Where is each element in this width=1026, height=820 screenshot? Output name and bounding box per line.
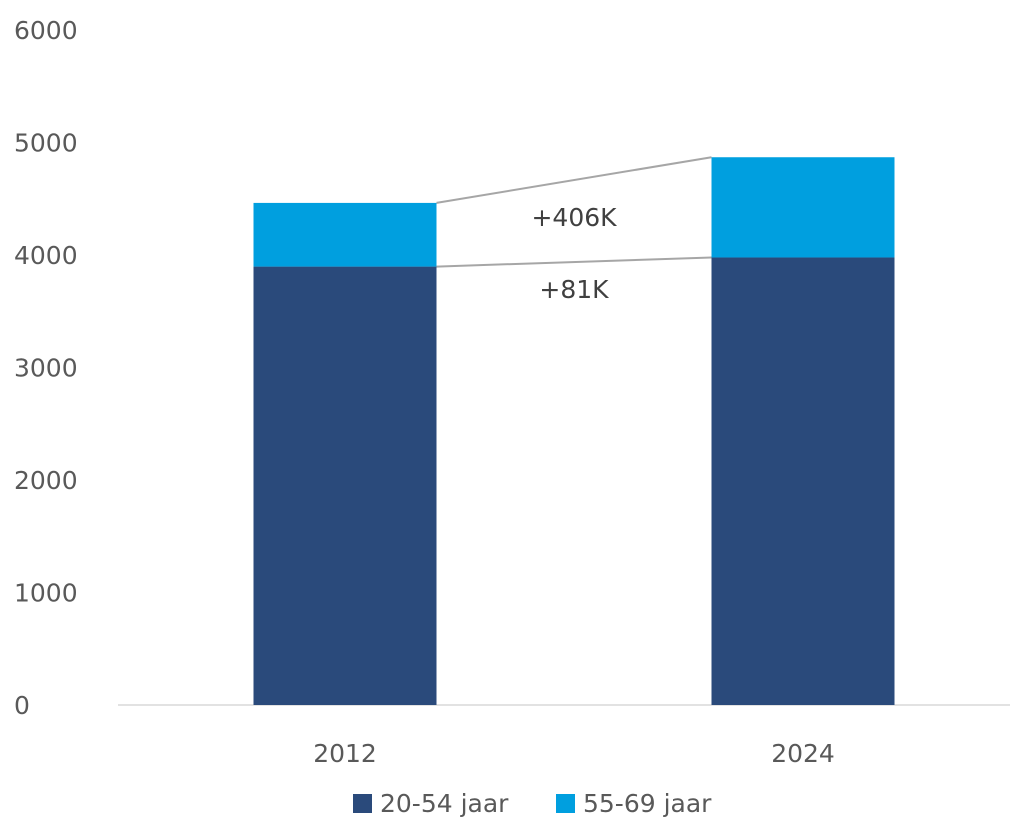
connector-line-base (436, 256, 712, 268)
annotations: +406K +81K (531, 203, 617, 304)
x-tick-label: 2024 (771, 739, 835, 768)
legend-label: 20-54 jaar (380, 789, 509, 818)
legend-label: 55-69 jaar (583, 789, 712, 818)
y-tick-label: 4000 (14, 241, 78, 270)
y-tick-label: 6000 (14, 16, 78, 45)
y-axis-tick-labels: 0 1000 2000 3000 4000 5000 6000 (14, 16, 78, 720)
bar-segment-base-2012 (253, 266, 437, 705)
connector-line-total (436, 156, 712, 204)
x-axis-tick-labels: 2012 2024 (313, 739, 835, 768)
bars (253, 157, 895, 705)
x-tick-label: 2012 (313, 739, 377, 768)
legend-swatch (556, 794, 575, 813)
y-tick-label: 3000 (14, 354, 78, 383)
bar-segment-top-2012 (253, 202, 437, 267)
bar-segment-base-2024 (711, 257, 895, 705)
connector-lines (436, 156, 712, 268)
y-tick-label: 5000 (14, 129, 78, 158)
y-tick-label: 2000 (14, 466, 78, 495)
annotation-label: +406K (531, 203, 617, 232)
legend-swatch (353, 794, 372, 813)
annotation-label: +81K (539, 275, 609, 304)
y-tick-label: 1000 (14, 579, 78, 608)
y-tick-label: 0 (14, 691, 30, 720)
legend: 20-54 jaar 55-69 jaar (353, 789, 712, 818)
bar-segment-top-2024 (711, 157, 895, 258)
